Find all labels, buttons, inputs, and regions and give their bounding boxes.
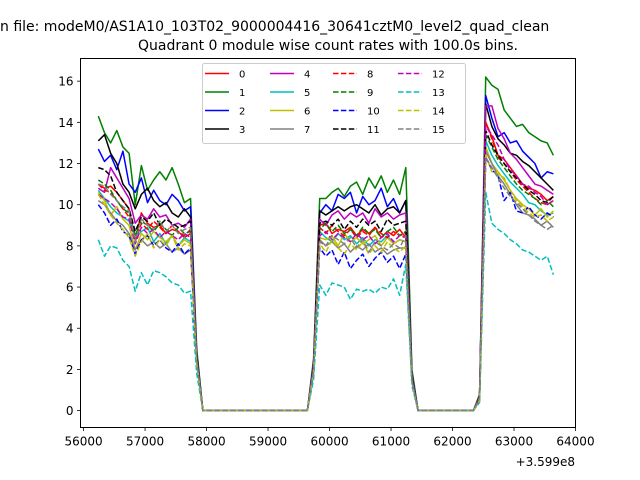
series-line-9 xyxy=(97,133,554,412)
x-tick-label: 63000 xyxy=(495,435,533,449)
axes-frame xyxy=(80,58,576,428)
y-tick-label: 14 xyxy=(58,116,73,130)
series-line-12 xyxy=(97,125,554,412)
x-tick-label: 57000 xyxy=(126,435,164,449)
legend-label-1: 1 xyxy=(239,88,245,99)
y-axis: 0 2 4 6 8 10 12 14 16 xyxy=(58,75,81,418)
y-tick-label: 10 xyxy=(58,198,73,212)
chart-title: Quadrant 0 module wise count rates with … xyxy=(138,38,518,54)
x-tick-label: 62000 xyxy=(433,435,471,449)
legend-label-6: 6 xyxy=(304,107,310,118)
series-line-15 xyxy=(98,156,554,412)
legend-label-14: 14 xyxy=(432,107,445,118)
legend-label-11: 11 xyxy=(367,125,380,136)
y-tick-label: 4 xyxy=(66,322,74,336)
legend-label-9: 9 xyxy=(367,88,373,99)
series-line-13 xyxy=(97,191,555,412)
series-line-4 xyxy=(97,105,554,412)
figure-suptitle: n file: modeM0/AS1A10_103T02_9000004416_… xyxy=(0,19,549,35)
x-axis-offset-text: +3.599e8 xyxy=(516,455,575,469)
y-tick-label: 0 xyxy=(66,404,74,418)
legend-label-12: 12 xyxy=(432,70,445,81)
x-tick-label: 60000 xyxy=(310,435,348,449)
x-tick-label: 64000 xyxy=(556,435,594,449)
x-tick-label: 56000 xyxy=(64,435,102,449)
legend-label-7: 7 xyxy=(304,125,310,136)
y-tick-label: 2 xyxy=(66,363,74,377)
x-tick-label: 61000 xyxy=(372,435,410,449)
legend-label-4: 4 xyxy=(304,70,310,81)
y-tick-label: 8 xyxy=(66,239,74,253)
series-line-5 xyxy=(97,140,554,412)
legend-label-5: 5 xyxy=(304,88,310,99)
plot-area xyxy=(80,58,576,428)
series-lines xyxy=(97,76,555,412)
x-tick-label: 59000 xyxy=(249,435,287,449)
y-tick-label: 16 xyxy=(58,75,73,89)
legend-label-10: 10 xyxy=(367,107,380,118)
legend-label-15: 15 xyxy=(432,125,445,136)
y-tick-label: 12 xyxy=(58,157,73,171)
series-line-2 xyxy=(97,94,554,412)
legend-box xyxy=(202,63,466,144)
series-line-11 xyxy=(98,129,554,412)
series-line-3 xyxy=(97,103,554,412)
legend-label-0: 0 xyxy=(239,70,245,81)
legend-label-8: 8 xyxy=(367,70,373,81)
x-tick-label: 58000 xyxy=(187,435,225,449)
y-tick-label: 6 xyxy=(66,281,74,295)
legend-label-2: 2 xyxy=(239,107,245,118)
legend-label-3: 3 xyxy=(239,125,245,136)
x-axis: 56000 57000 58000 59000 60000 61000 62000 63000… xyxy=(64,427,595,449)
legend-label-13: 13 xyxy=(432,88,445,99)
series-line-1 xyxy=(97,76,555,412)
